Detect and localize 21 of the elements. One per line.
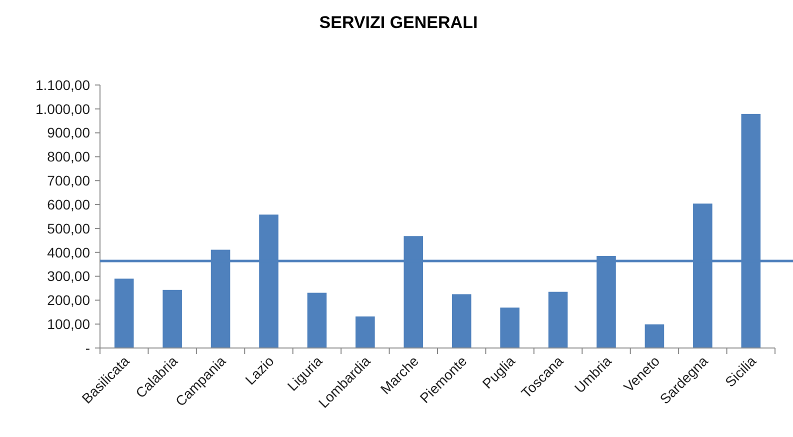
bar [500,308,520,348]
bar [644,324,664,348]
y-tick-label: 700,00 [47,172,90,189]
bar [356,316,375,348]
y-tick-label: 100,00 [47,316,90,332]
y-tick-label: 900,00 [47,124,90,141]
y-tick-label: 600,00 [47,196,90,212]
bar [162,290,182,348]
y-tick-label: 400,00 [47,244,90,260]
y-tick-label: 800,00 [47,148,90,165]
bar [452,294,472,348]
chart-title: SERVIZI GENERALI [319,13,478,32]
y-tick-label: 500,00 [47,220,90,236]
bar [307,292,327,348]
y-tick-label: 300,00 [47,268,90,284]
y-tick-label: 1.000,00 [36,100,90,117]
bar [114,278,134,348]
bar [548,292,568,348]
y-tick-label: 1.100,00 [36,76,90,93]
y-tick-label: - [85,340,90,356]
y-tick-label: 200,00 [47,292,90,308]
